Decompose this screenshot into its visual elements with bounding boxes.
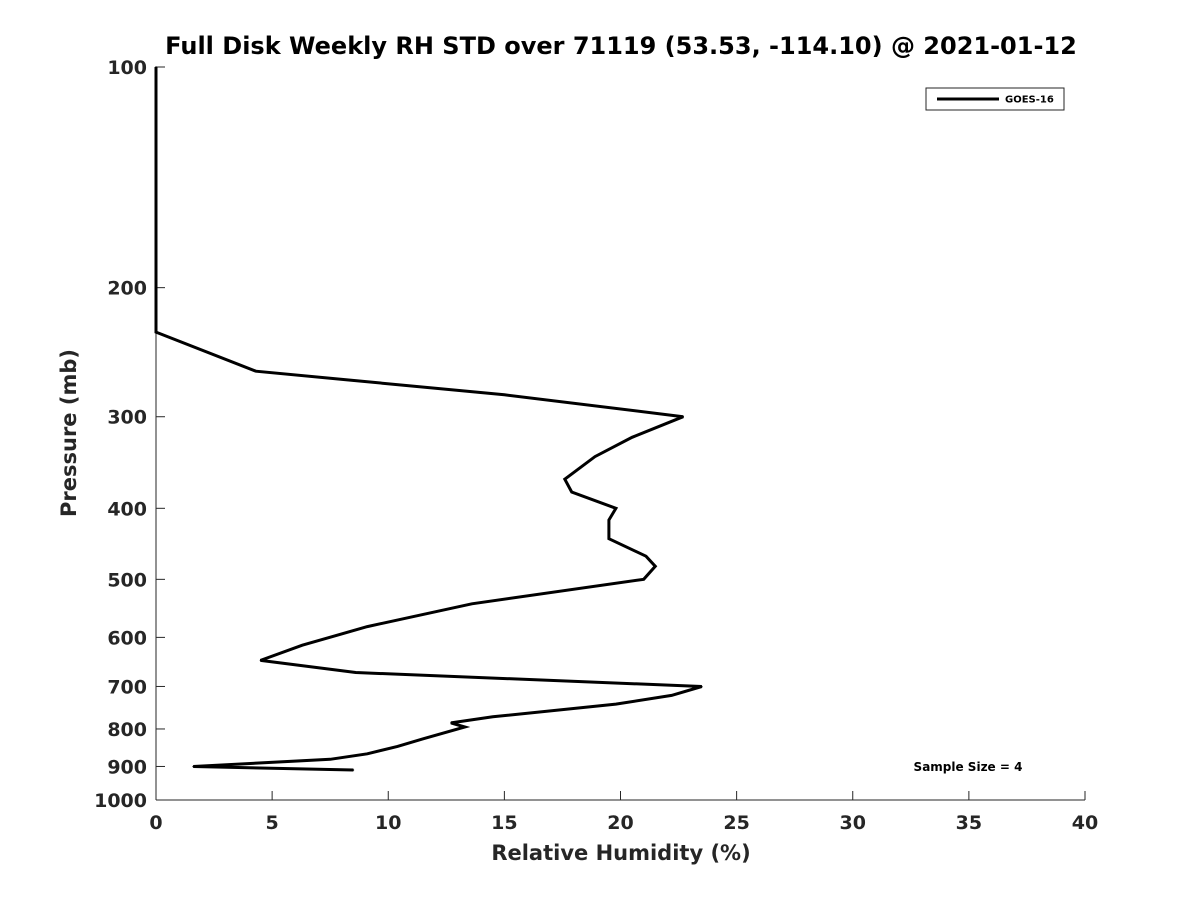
data-point [645,555,647,557]
y-tick-label: 600 [107,627,147,649]
data-point [259,659,262,662]
data-point [670,694,673,697]
x-tick-label: 40 [1072,812,1098,834]
y-tick-label: 100 [107,57,147,79]
data-point [192,765,194,768]
data-point [352,769,355,771]
data-point [615,507,617,510]
x-tick-label: 15 [491,812,517,834]
data-point [608,519,610,521]
y-tick-label: 300 [107,407,147,429]
x-ticks: 0 5 10 15 20 25 30 35 40 [149,791,1098,834]
y-axis-label: Pressure (mb) [57,349,81,517]
y-tick-label: 500 [107,569,147,591]
x-tick-label: 30 [840,812,866,834]
y-ticks: 100 200 300 400 500 600 700 800 900 1000 [94,57,165,812]
data-point [682,415,684,418]
series-line-goes-16 [154,67,703,772]
y-tick-label: 1000 [94,790,147,812]
series-layer [154,66,703,772]
x-tick-label: 0 [149,812,162,834]
data-point [642,578,645,581]
data-point [422,738,424,740]
data-point [464,726,466,728]
data-point [155,286,157,289]
sample-size-annotation: Sample Size = 4 [914,760,1023,774]
data-point [701,685,703,688]
legend: GOES-16 [925,87,1065,111]
chart-title: Full Disk Weekly RH STD over 71119 (53.5… [165,32,1077,60]
data-point [492,716,494,718]
data-point [329,758,332,761]
axes [155,67,1085,801]
data-point [594,455,596,458]
data-point [570,491,573,493]
data-point [155,195,157,197]
x-tick-label: 25 [723,812,749,834]
y-tick-label: 700 [107,676,147,698]
x-tick-label: 20 [607,812,633,834]
data-point [155,66,157,68]
data-point [564,478,566,481]
x-tick-label: 10 [375,812,401,834]
data-point [301,644,304,646]
data-point [354,671,357,674]
y-tick-label: 800 [107,719,147,741]
data-point [255,370,257,373]
legend-label-goes-16: GOES-16 [1005,95,1054,106]
x-tick-label: 35 [956,812,982,834]
data-point [503,394,506,396]
data-point [654,565,657,568]
y-tick-label: 200 [107,278,147,300]
data-point [471,603,473,605]
y-tick-label: 900 [107,756,147,778]
data-point [396,745,399,748]
data-point [450,722,452,724]
data-point [608,537,610,540]
data-point [366,625,369,628]
data-point [155,331,157,333]
data-point [631,436,633,439]
y-tick-label: 400 [107,498,147,520]
data-point [615,703,617,705]
data-point [366,753,369,755]
x-tick-label: 5 [266,812,279,834]
x-axis-label: Relative Humidity (%) [491,841,750,865]
